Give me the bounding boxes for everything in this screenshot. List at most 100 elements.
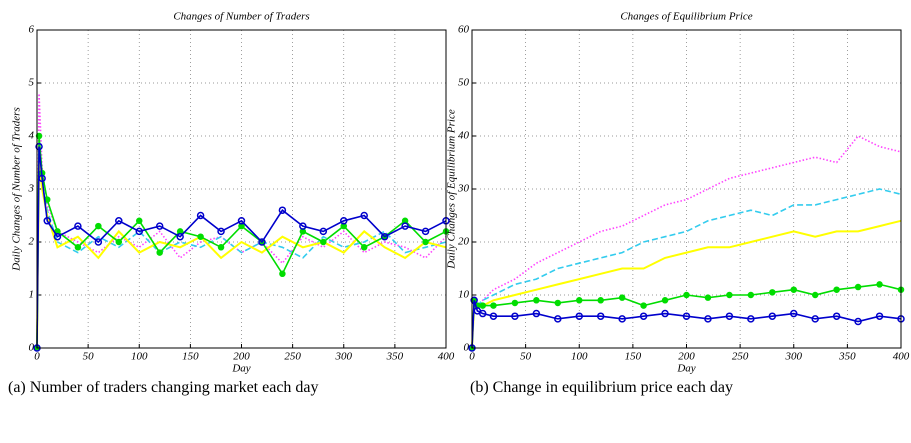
- marker: [360, 244, 368, 251]
- y-tick-label: 40: [458, 130, 470, 142]
- marker: [155, 222, 164, 230]
- x-tick-label: 100: [571, 351, 588, 363]
- marker: [380, 232, 389, 241]
- marker: [278, 206, 287, 214]
- marker: [726, 291, 733, 299]
- marker: [533, 297, 540, 304]
- y-tick-label: 10: [458, 289, 470, 301]
- x-tick-label: 150: [625, 351, 642, 363]
- marker: [136, 217, 143, 225]
- x-tick-label: 300: [785, 351, 803, 363]
- marker: [135, 227, 143, 236]
- x-axis-label: Day: [676, 363, 695, 375]
- marker: [618, 294, 626, 301]
- y-tick-label: 4: [29, 130, 35, 142]
- x-tick-label: 400: [438, 351, 455, 363]
- marker: [661, 297, 669, 304]
- marker: [661, 309, 669, 318]
- marker: [854, 283, 862, 291]
- y-tick-label: 0: [464, 342, 470, 354]
- x-tick-label: 250: [284, 351, 301, 363]
- marker: [35, 142, 43, 151]
- x-axis-label: Day: [231, 363, 250, 375]
- marker: [511, 299, 519, 307]
- marker: [74, 222, 82, 230]
- marker: [790, 309, 798, 318]
- marker: [876, 281, 883, 288]
- y-tick-label: 3: [28, 183, 35, 195]
- series-line: [471, 219, 902, 349]
- marker: [576, 297, 583, 304]
- marker: [532, 309, 541, 318]
- marker: [196, 211, 205, 220]
- marker: [683, 291, 690, 299]
- marker: [682, 312, 691, 320]
- marker: [704, 315, 712, 323]
- marker: [279, 270, 286, 278]
- chart-title: Changes of Equilibrium Price: [620, 11, 752, 23]
- marker: [639, 312, 648, 320]
- marker: [197, 233, 204, 240]
- y-axis-label: Daily Changes of Number of Traders: [11, 107, 23, 271]
- chart-title: Changes of Number of Traders: [173, 11, 309, 23]
- series-line: [36, 135, 447, 349]
- marker: [833, 286, 840, 293]
- marker: [478, 309, 487, 318]
- marker: [490, 302, 497, 309]
- marker: [115, 217, 123, 225]
- marker: [94, 238, 103, 246]
- marker: [725, 312, 734, 320]
- marker: [422, 238, 429, 246]
- x-tick-label: 300: [335, 351, 353, 363]
- marker: [479, 302, 486, 309]
- marker: [618, 315, 626, 323]
- marker: [470, 296, 478, 305]
- marker: [421, 227, 430, 236]
- y-tick-label: 6: [29, 24, 35, 36]
- marker: [95, 222, 102, 230]
- marker: [768, 312, 777, 320]
- marker: [299, 222, 307, 230]
- y-tick-label: 60: [458, 24, 470, 36]
- marker: [53, 232, 62, 241]
- series-line: [471, 188, 902, 349]
- marker: [74, 244, 82, 251]
- x-tick-label: 0: [34, 351, 40, 363]
- marker: [360, 211, 368, 220]
- marker: [596, 312, 605, 320]
- y-tick-label: 0: [29, 342, 35, 354]
- marker: [747, 315, 755, 323]
- marker: [790, 286, 797, 293]
- marker: [38, 174, 46, 183]
- marker: [747, 291, 755, 299]
- y-axis-label: Daily Changes of Equilibrium Price: [446, 109, 458, 270]
- marker: [156, 249, 163, 256]
- axes-frame: [36, 29, 447, 349]
- marker: [258, 238, 266, 246]
- axes-frame: [471, 29, 902, 349]
- y-tick-label: 1: [29, 289, 35, 301]
- x-tick-label: 150: [182, 351, 199, 363]
- series-line: [36, 162, 447, 349]
- x-tick-label: 0: [469, 351, 475, 363]
- marker: [320, 238, 327, 246]
- x-tick-label: 100: [131, 351, 148, 363]
- marker: [769, 289, 776, 296]
- marker: [217, 227, 225, 236]
- x-tick-label: 400: [893, 351, 910, 363]
- marker: [319, 227, 328, 236]
- marker: [237, 217, 246, 225]
- x-tick-label: 200: [678, 351, 695, 363]
- marker: [575, 312, 583, 320]
- marker: [811, 291, 819, 299]
- marker: [489, 312, 498, 320]
- caption: (b) Change in equilibrium price each day: [470, 379, 733, 396]
- marker: [875, 312, 884, 320]
- marker: [640, 302, 647, 309]
- marker: [115, 238, 123, 246]
- series-line: [471, 134, 902, 349]
- marker: [854, 317, 862, 326]
- marker: [554, 299, 562, 307]
- marker: [43, 217, 51, 225]
